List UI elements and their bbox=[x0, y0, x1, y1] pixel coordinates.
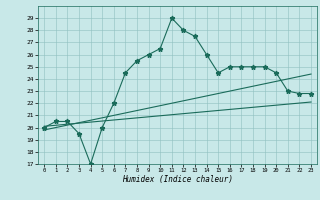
X-axis label: Humidex (Indice chaleur): Humidex (Indice chaleur) bbox=[122, 175, 233, 184]
